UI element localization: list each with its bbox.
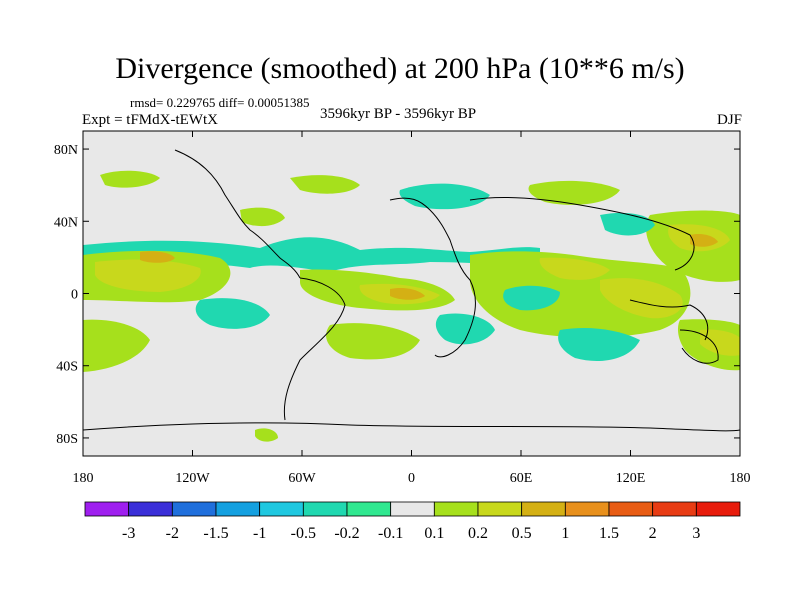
positive-region (240, 207, 285, 227)
colorbar-label: 0.1 (424, 525, 444, 542)
colorbar-swatch (346, 501, 392, 517)
positive-region (255, 428, 278, 442)
negative-region (600, 212, 655, 236)
colorbar-swatch (564, 501, 610, 517)
colorbar-swatch (259, 501, 304, 517)
coastlines (83, 149, 740, 432)
colorbar-swatch (128, 501, 173, 517)
colorbar-swatch (695, 501, 741, 517)
season-label: DJF (716, 112, 742, 128)
positive-region (83, 319, 150, 372)
positive-region (100, 170, 160, 188)
colorbar: -3 -2 -1.5 -1 -0.5 -0.2 -0.1 0.1 0.2 0.5 1 1.5 2 3 (84, 501, 741, 542)
negative-region (435, 313, 495, 345)
colorbar-swatch (390, 501, 435, 517)
colorbar-label: -0.2 (334, 525, 359, 542)
colorbar-label: 0.2 (468, 525, 488, 542)
lat-label: 80S (56, 432, 78, 447)
positive-region (326, 323, 420, 360)
negative-region (503, 285, 560, 311)
colorbar-label: 1.5 (599, 525, 619, 542)
colorbar-swatch (215, 501, 261, 517)
positive-region (528, 180, 620, 205)
lon-label: 180 (73, 471, 94, 486)
negative-region (558, 328, 640, 361)
lat-label: 0 (71, 288, 78, 303)
lat-label: 40N (54, 215, 78, 230)
colorbar-swatch (302, 501, 348, 517)
lon-label: 0 (408, 471, 415, 486)
negative-region (195, 298, 270, 329)
lon-label: 60W (288, 471, 316, 486)
lon-label: 120E (616, 471, 646, 486)
colorbar-label: 1 (561, 525, 569, 542)
colorbar-swatch (433, 501, 479, 517)
colorbar-label: 3 (692, 525, 700, 542)
positive-region (539, 257, 610, 280)
positive-region (290, 175, 360, 194)
colorbar-label: -2 (166, 525, 179, 542)
colorbar-swatch (171, 501, 217, 517)
experiment-label: Expt = tFMdX-tEWtX (82, 112, 218, 128)
colorbar-swatch (608, 501, 654, 517)
colorbar-label: -0.5 (291, 525, 316, 542)
lat-label: 40S (56, 360, 78, 375)
negative-region (399, 183, 490, 210)
positive-region (700, 329, 740, 356)
colorbar-label: -3 (122, 525, 135, 542)
axis-labels: 80N 40N 0 40S 80S 180 120W 60W 0 60E 120E 180 (54, 143, 751, 486)
plot-title: Divergence (smoothed) at 200 hPa (10**6 … (115, 52, 685, 85)
colorbar-label: -1.5 (203, 525, 228, 542)
positive-region (470, 251, 691, 338)
positive-region (140, 251, 175, 263)
lon-label: 180 (730, 471, 751, 486)
period-label: 3596kyr BP - 3596kyr BP (320, 106, 477, 122)
lon-label: 60E (510, 471, 533, 486)
positive-region (95, 259, 201, 292)
colorbar-label: 0.5 (512, 525, 532, 542)
colorbar-swatch (477, 501, 523, 517)
colorbar-swatch (84, 501, 130, 517)
colorbar-swatch (652, 501, 697, 517)
colorbar-label: -0.1 (378, 525, 403, 542)
lat-label: 80N (54, 143, 78, 158)
map-plot-area (83, 131, 740, 456)
colorbar-label: -1 (253, 525, 266, 542)
colorbar-swatch (521, 501, 566, 517)
stats-text: rmsd= 0.229765 diff= 0.00051385 (130, 95, 310, 110)
colorbar-label: 2 (649, 525, 657, 542)
positive-region (690, 233, 718, 247)
axis-ticks (82, 131, 741, 456)
lon-label: 120W (175, 471, 210, 486)
positive-region (600, 278, 683, 319)
positive-region (390, 287, 425, 300)
